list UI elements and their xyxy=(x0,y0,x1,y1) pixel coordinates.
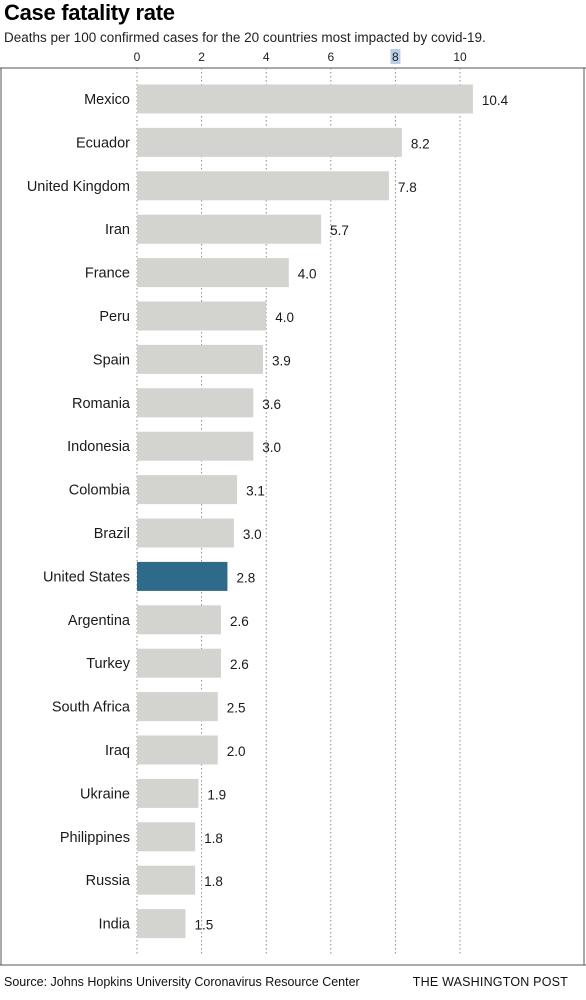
value-label: 10.4 xyxy=(482,93,509,108)
x-tick-label: 0 xyxy=(134,50,141,64)
bar xyxy=(137,258,289,288)
category-label: Ukraine xyxy=(80,786,130,802)
bar xyxy=(137,431,254,461)
category-label: India xyxy=(99,917,131,933)
category-label: United Kingdom xyxy=(27,179,130,195)
x-tick-label: 8 xyxy=(392,50,399,64)
bar xyxy=(137,778,199,808)
category-label: Romania xyxy=(72,396,131,412)
value-label: 3.0 xyxy=(243,527,262,542)
value-label: 2.6 xyxy=(230,657,249,672)
bar xyxy=(137,865,196,895)
value-label: 8.2 xyxy=(411,136,430,151)
publisher-credit: THE WASHINGTON POST xyxy=(412,975,568,989)
bar xyxy=(137,692,218,722)
gridlines xyxy=(136,68,461,955)
value-label: 1.5 xyxy=(194,918,213,933)
bar xyxy=(137,127,402,157)
category-label: Indonesia xyxy=(67,439,131,455)
x-axis-ticks: 0 2 4 6 8 10 xyxy=(134,49,467,64)
bar xyxy=(137,214,322,244)
chart-title: Case fatality rate xyxy=(4,0,175,25)
value-label: 1.8 xyxy=(204,831,223,846)
category-label: Colombia xyxy=(69,483,131,499)
category-labels: Mexico Ecuador United Kingdom Iran France Per… xyxy=(27,92,131,933)
category-label: Ecuador xyxy=(76,135,130,151)
x-tick-label: 4 xyxy=(263,50,270,64)
bar xyxy=(137,648,221,678)
value-label: 1.9 xyxy=(207,787,226,802)
value-label: 7.8 xyxy=(398,180,417,195)
value-label: 3.9 xyxy=(272,353,291,368)
value-label: 3.6 xyxy=(262,397,281,412)
tick-highlight xyxy=(390,49,401,64)
bar xyxy=(137,518,234,548)
bar xyxy=(137,344,263,374)
category-label: United States xyxy=(43,569,130,585)
category-label: Russia xyxy=(86,873,131,889)
bars xyxy=(137,84,473,939)
category-label: Iraq xyxy=(105,743,130,759)
value-labels: 10.4 8.2 7.8 5.7 4.0 4.0 3.9 3.6 3.0 3.1 3.0 2.8 2.6… xyxy=(194,93,508,933)
value-label: 4.0 xyxy=(298,267,317,282)
value-label: 4.0 xyxy=(275,310,294,325)
category-label: Spain xyxy=(93,352,130,368)
category-label: Argentina xyxy=(68,613,131,629)
value-label: 3.0 xyxy=(262,440,281,455)
category-label: Peru xyxy=(99,309,130,325)
frame-lines xyxy=(0,67,586,966)
source-note: Source: Johns Hopkins University Coronav… xyxy=(4,975,360,989)
bar xyxy=(137,605,221,635)
bar xyxy=(137,84,473,114)
category-label: Philippines xyxy=(60,830,130,846)
value-label: 2.8 xyxy=(236,570,255,585)
x-tick-label: 6 xyxy=(327,50,334,64)
bar xyxy=(137,171,389,201)
bar xyxy=(137,475,238,505)
category-label: Brazil xyxy=(94,526,130,542)
value-label: 2.0 xyxy=(227,744,246,759)
category-label: Iran xyxy=(105,222,130,238)
bar xyxy=(137,301,267,331)
x-tick-label: 10 xyxy=(453,50,467,64)
value-label: 2.5 xyxy=(227,701,246,716)
bar xyxy=(137,561,228,591)
bar xyxy=(137,909,186,939)
bar xyxy=(137,388,254,418)
category-label: South Africa xyxy=(52,700,131,716)
category-label: Turkey xyxy=(86,656,131,672)
chart-subtitle: Deaths per 100 confirmed cases for the 2… xyxy=(4,30,486,45)
bar xyxy=(137,735,218,765)
value-label: 5.7 xyxy=(330,223,349,238)
value-label: 2.6 xyxy=(230,614,249,629)
bar xyxy=(137,822,196,852)
value-label: 3.1 xyxy=(246,484,265,499)
value-label: 1.8 xyxy=(204,874,223,889)
category-label: Mexico xyxy=(84,92,130,108)
x-tick-label: 2 xyxy=(198,50,205,64)
category-label: France xyxy=(85,266,130,282)
